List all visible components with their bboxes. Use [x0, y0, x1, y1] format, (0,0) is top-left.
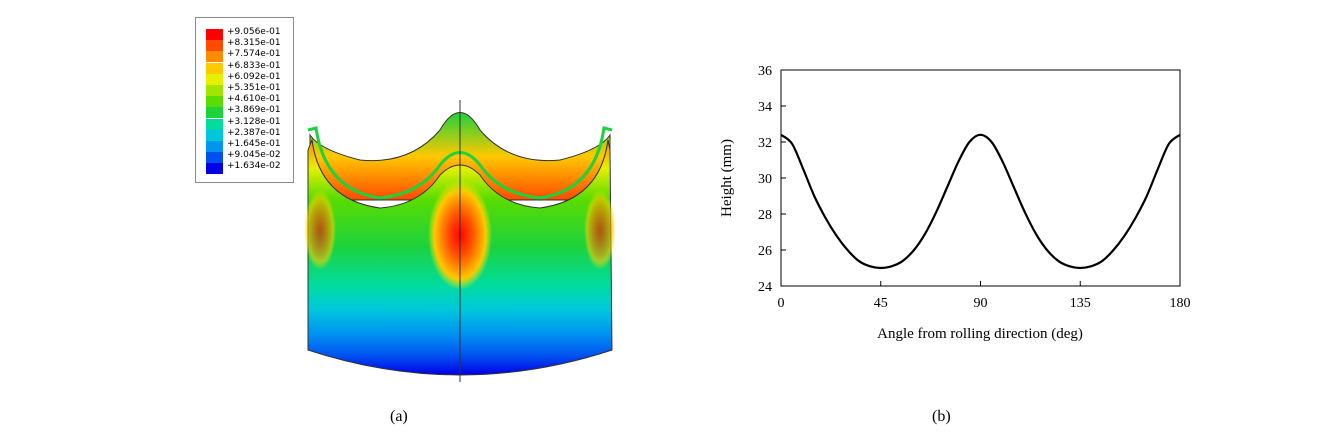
legend-label: +7.574e-01 — [227, 49, 281, 60]
y-tick-label: 24 — [758, 280, 772, 295]
legend-swatch — [206, 73, 223, 85]
legend-label: +9.045e-02 — [227, 150, 281, 161]
panel-b-caption: (b) — [932, 408, 951, 425]
y-tick-label: 36 — [758, 64, 772, 79]
series-line — [780, 133, 1181, 270]
legend-label: +4.610e-01 — [227, 94, 281, 105]
y-tick-label: 28 — [758, 208, 772, 223]
y-axis-title: Height (mm) — [719, 139, 735, 217]
x-axis: 0 45 90 135 180 — [778, 281, 1191, 311]
legend-swatch — [206, 152, 223, 164]
legend-swatch — [206, 40, 223, 52]
legend-label: +6.833e-01 — [227, 60, 281, 71]
y-tick-label: 30 — [758, 172, 772, 187]
legend-label: +2.387e-01 — [227, 127, 281, 138]
cup-contour-render — [304, 100, 616, 382]
x-tick-label: 180 — [1170, 296, 1191, 311]
legend-label: +3.869e-01 — [227, 105, 281, 116]
x-axis-title: Angle from rolling direction (deg) — [877, 326, 1083, 342]
legend-swatch — [206, 29, 223, 40]
legend-swatch — [206, 141, 223, 152]
legend-swatch — [206, 163, 223, 175]
y-tick-label: 26 — [758, 244, 772, 259]
y-tick-label: 34 — [758, 100, 772, 115]
legend-swatch — [206, 85, 223, 96]
x-tick-label: 0 — [778, 296, 785, 311]
panel-a-caption: (a) — [390, 408, 408, 425]
height-chart: 24 26 28 30 32 34 36 0 45 90 135 180 Angle from ro… — [719, 64, 1191, 342]
legend-swatch — [206, 107, 223, 119]
x-tick-label: 135 — [1070, 296, 1091, 311]
legend-label: +5.351e-01 — [227, 83, 281, 93]
legend-swatch — [206, 118, 223, 130]
contour-legend: +9.056e-01 +8.315e-01 +7.574e-01 +6.833e-01… — [195, 17, 294, 183]
plot-frame — [780, 69, 1181, 287]
legend-label: +8.315e-01 — [227, 38, 281, 49]
legend-swatch — [206, 96, 223, 108]
legend-label: +6.092e-01 — [227, 71, 281, 82]
x-tick-label: 45 — [874, 296, 888, 311]
panel-a: +9.056e-01 +8.315e-01 +7.574e-01 +6.833e-01… — [190, 10, 650, 425]
x-tick-label: 90 — [974, 296, 988, 311]
legend-label: +3.128e-01 — [227, 116, 281, 127]
y-tick-label: 32 — [758, 136, 772, 151]
legend-label: +1.645e-01 — [227, 139, 281, 149]
legend-swatch — [206, 129, 223, 141]
y-axis: 24 26 28 30 32 34 36 — [758, 64, 786, 295]
legend-swatch — [206, 51, 223, 63]
legend-swatch — [206, 62, 223, 74]
legend-label: +9.056e-01 — [227, 27, 281, 37]
legend-label: +1.634e-02 — [227, 161, 281, 172]
